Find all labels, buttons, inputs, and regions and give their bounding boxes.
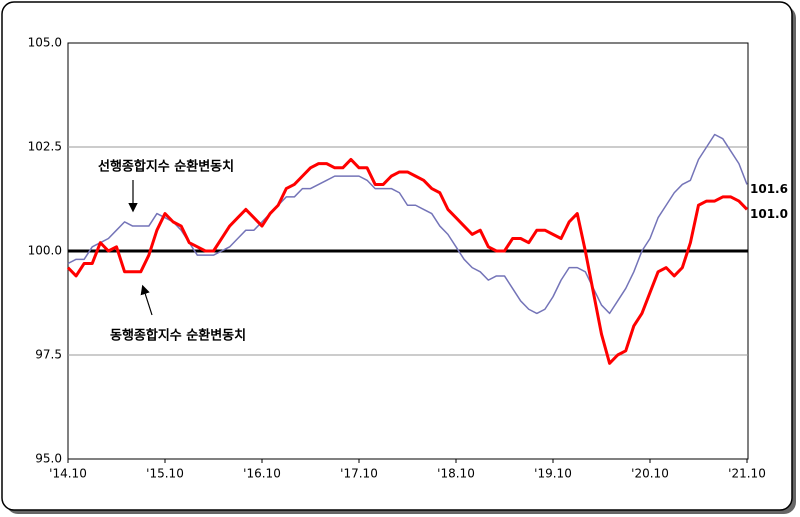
x-tick-label: '14.10	[49, 467, 87, 481]
value-label: 101.0	[750, 207, 788, 221]
x-tick-label: '15.10	[146, 467, 184, 481]
annotation-arrow	[140, 284, 153, 316]
x-tick-label: '21.10	[728, 467, 766, 481]
y-tick-label: 102.5	[28, 140, 62, 154]
annotation: 동행종합지수 순환변동치	[110, 328, 246, 344]
y-tick-label: 100.0	[28, 244, 62, 258]
x-tick-label: '16.10	[243, 467, 281, 481]
series-line	[67, 133, 748, 315]
annotation: 선행종합지수 순환변동치	[98, 159, 234, 175]
series-line	[66, 157, 749, 365]
x-tick-label: '18.10	[437, 467, 475, 481]
x-tick-label: '20.10	[631, 467, 669, 481]
x-tick-label: '19.10	[534, 467, 572, 481]
y-tick-label: 95.0	[35, 452, 62, 466]
y-tick-label: 97.5	[35, 348, 62, 362]
value-label: 101.6	[750, 182, 788, 196]
y-tick-label: 105.0	[28, 36, 62, 50]
x-tick-label: '17.10	[340, 467, 378, 481]
